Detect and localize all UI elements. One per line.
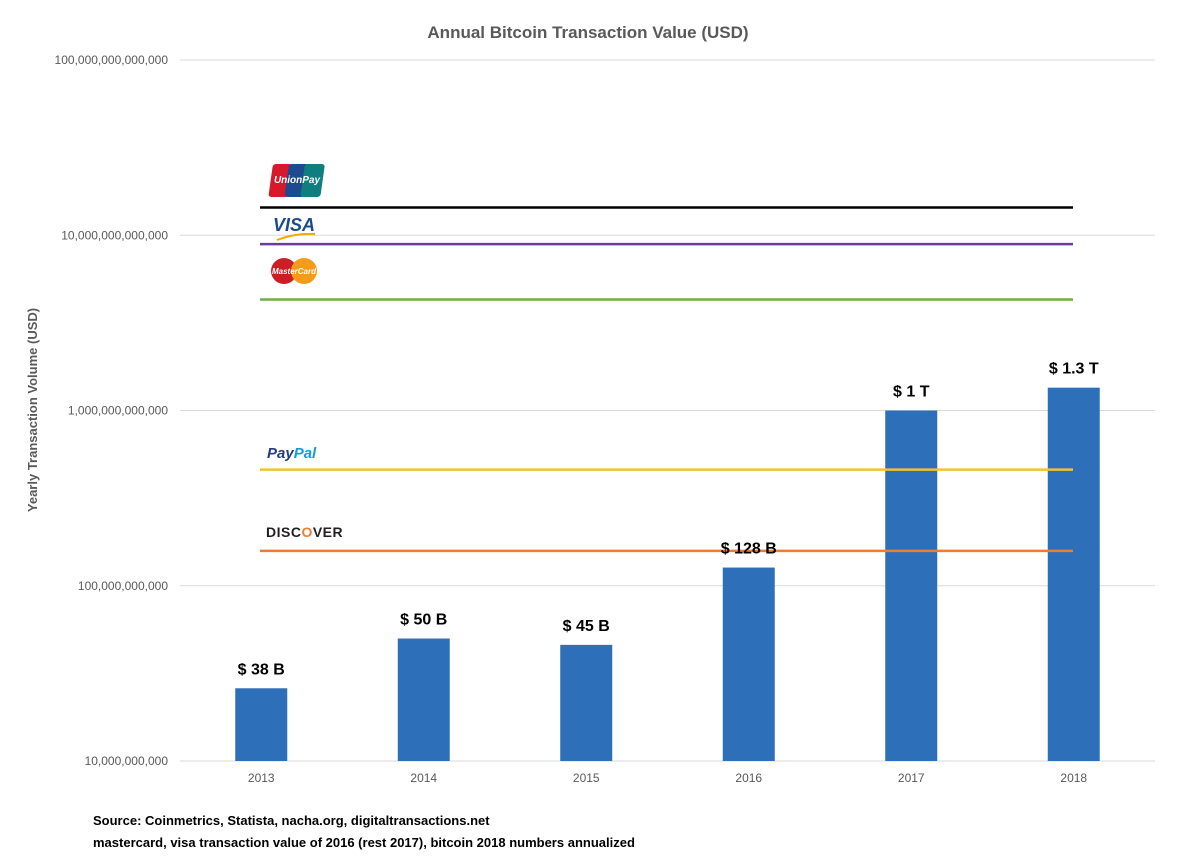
footnote: mastercard, visa transaction value of 20…: [93, 835, 635, 850]
bar-2018: [1047, 387, 1100, 761]
bar-2014: [397, 638, 450, 761]
data-label: $ 1 T: [893, 384, 930, 401]
x-tick-label: 2013: [248, 771, 275, 785]
data-label: $ 50 B: [400, 612, 447, 629]
bar-2015: [560, 644, 613, 761]
unionpay-logo: UnionPay: [268, 164, 325, 197]
svg-text:DISCOVER: DISCOVER: [266, 524, 343, 540]
svg-text:UnionPay: UnionPay: [274, 175, 321, 186]
y-tick-label: 1,000,000,000,000: [68, 404, 168, 418]
visa-logo: VISA: [273, 215, 316, 241]
data-label: $ 45 B: [563, 618, 610, 635]
y-tick-label: 100,000,000,000: [78, 579, 168, 593]
data-label: $ 128 B: [721, 541, 777, 558]
bar-2017: [885, 410, 938, 761]
x-tick-label: 2015: [573, 771, 600, 785]
discover-logo: DISCOVER: [266, 524, 343, 540]
svg-text:MasterCard: MasterCard: [272, 267, 317, 276]
y-tick-label: 10,000,000,000,000: [61, 228, 168, 242]
source-note: Source: Coinmetrics, Statista, nacha.org…: [93, 813, 490, 828]
x-tick-label: 2016: [735, 771, 762, 785]
svg-text:PayPal: PayPal: [267, 445, 317, 462]
y-tick-label: 10,000,000,000: [85, 754, 169, 768]
x-tick-label: 2014: [410, 771, 437, 785]
x-tick-label: 2017: [898, 771, 925, 785]
svg-text:VISA: VISA: [273, 215, 315, 235]
bar-2013: [235, 688, 288, 761]
y-axis-label: Yearly Transaction Volume (USD): [25, 308, 40, 512]
bar-chart: Annual Bitcoin Transaction Value (USD) Y…: [25, 23, 1155, 785]
bar-2016: [722, 567, 775, 761]
data-label: $ 1.3 T: [1049, 361, 1099, 378]
y-tick-label: 100,000,000,000,000: [55, 53, 169, 67]
x-tick-label: 2018: [1060, 771, 1087, 785]
mastercard-logo: MasterCard: [271, 258, 317, 284]
data-label: $ 38 B: [238, 661, 285, 678]
chart-title: Annual Bitcoin Transaction Value (USD): [427, 23, 748, 42]
paypal-logo: PayPal: [267, 445, 317, 462]
